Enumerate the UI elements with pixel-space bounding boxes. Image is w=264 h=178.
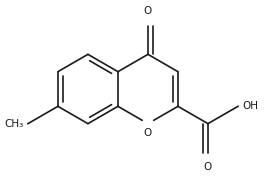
Text: O: O	[204, 162, 212, 172]
Text: OH: OH	[242, 101, 258, 111]
Text: O: O	[144, 128, 152, 138]
Text: CH₃: CH₃	[5, 119, 24, 129]
Text: O: O	[144, 6, 152, 16]
